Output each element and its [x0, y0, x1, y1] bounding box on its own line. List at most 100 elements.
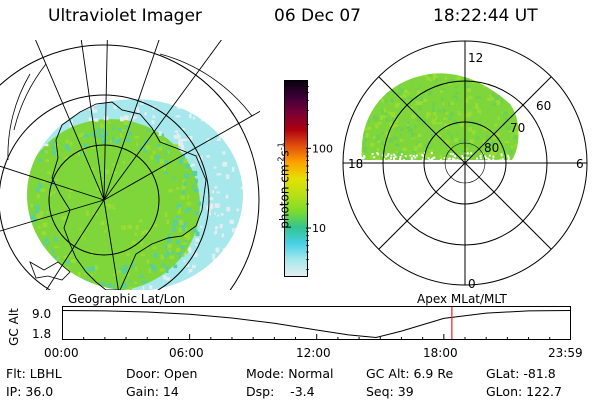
emission-speck	[115, 140, 119, 145]
emission-speck	[98, 287, 103, 290]
emission-speck	[182, 242, 187, 245]
emission-speck	[437, 164, 441, 168]
emission-speck	[478, 80, 481, 86]
emission-speck	[482, 139, 488, 145]
emission-speck	[192, 277, 198, 283]
emission-speck	[485, 162, 489, 166]
emission-speck	[86, 216, 91, 221]
emission-speck	[408, 158, 412, 160]
emission-speck	[91, 167, 95, 171]
emission-speck	[493, 123, 498, 127]
emission-speck	[147, 162, 152, 167]
emission-speck	[172, 223, 176, 228]
emission-speck	[409, 106, 413, 109]
emission-speck	[492, 75, 496, 80]
emission-speck	[413, 146, 418, 152]
emission-speck	[96, 235, 102, 238]
emission-speck	[249, 142, 253, 146]
emission-speck	[39, 211, 43, 216]
alt-ylabel: GC Alt	[7, 308, 21, 346]
emission-speck	[165, 151, 168, 155]
emission-speck	[51, 141, 55, 144]
emission-speck	[190, 266, 194, 271]
emission-speck	[203, 191, 207, 197]
emission-speck	[474, 105, 479, 110]
emission-speck	[231, 228, 237, 233]
emission-speck	[53, 201, 57, 207]
emission-speck	[163, 117, 167, 122]
emission-speck	[190, 287, 194, 290]
emission-speck	[135, 106, 139, 111]
emission-speck	[370, 142, 375, 147]
emission-speck	[133, 258, 139, 262]
emission-speck	[116, 138, 121, 143]
emission-speck	[81, 206, 87, 210]
emission-speck	[100, 282, 106, 286]
emission-speck	[185, 250, 189, 255]
emission-speck	[115, 256, 120, 261]
emission-speck	[174, 130, 180, 133]
emission-speck	[135, 204, 139, 208]
emission-speck	[178, 207, 181, 211]
emission-speck	[498, 106, 502, 111]
emission-speck	[208, 208, 211, 214]
emission-speck	[135, 225, 139, 230]
emission-speck	[513, 79, 517, 83]
emission-speck	[140, 253, 145, 256]
emission-speck	[373, 156, 376, 159]
emission-speck	[486, 148, 491, 153]
emission-speck	[64, 266, 69, 270]
emission-speck	[238, 281, 241, 285]
emission-speck	[361, 73, 366, 75]
emission-speck	[83, 273, 87, 276]
emission-speck	[168, 249, 172, 253]
emission-speck	[390, 132, 394, 136]
emission-speck	[365, 132, 369, 138]
emission-speck	[441, 164, 446, 168]
emission-speck	[241, 235, 243, 238]
emission-speck	[440, 96, 444, 102]
emission-speck	[214, 203, 220, 208]
emission-speck	[243, 207, 246, 210]
emission-speck	[455, 160, 457, 162]
emission-speck	[506, 95, 510, 99]
emission-speck	[178, 219, 184, 225]
emission-speck	[113, 288, 118, 290]
emission-speck	[363, 111, 368, 115]
emission-speck	[185, 232, 190, 237]
emission-speck	[448, 102, 451, 107]
emission-speck	[199, 281, 202, 284]
emission-speck	[207, 287, 212, 290]
emission-speck	[77, 151, 81, 156]
emission-speck	[159, 213, 163, 218]
emission-speck	[376, 152, 379, 155]
emission-speck	[521, 147, 525, 151]
emission-speck	[172, 132, 177, 135]
emission-speck	[233, 196, 237, 201]
emission-speck	[246, 164, 249, 166]
emission-speck	[192, 103, 197, 109]
emission-speck	[458, 134, 463, 138]
emission-speck	[131, 203, 137, 208]
emission-speck	[33, 239, 39, 244]
emission-speck	[84, 250, 88, 255]
emission-speck	[110, 207, 113, 213]
emission-speck	[408, 97, 413, 100]
emission-speck	[30, 215, 35, 220]
emission-speck	[403, 140, 406, 146]
emission-speck	[35, 244, 40, 250]
emission-speck	[169, 215, 175, 220]
emission-speck	[442, 73, 446, 76]
emission-speck	[404, 155, 407, 158]
emission-speck	[394, 103, 399, 108]
emission-speck	[470, 103, 475, 107]
emission-speck	[47, 206, 50, 212]
emission-speck	[172, 176, 175, 180]
emission-speck	[415, 124, 421, 128]
emission-speck	[201, 104, 205, 110]
emission-speck	[97, 182, 103, 188]
emission-speck	[220, 255, 225, 261]
emission-speck	[149, 224, 152, 229]
emission-speck	[130, 263, 135, 268]
emission-speck	[90, 266, 95, 272]
